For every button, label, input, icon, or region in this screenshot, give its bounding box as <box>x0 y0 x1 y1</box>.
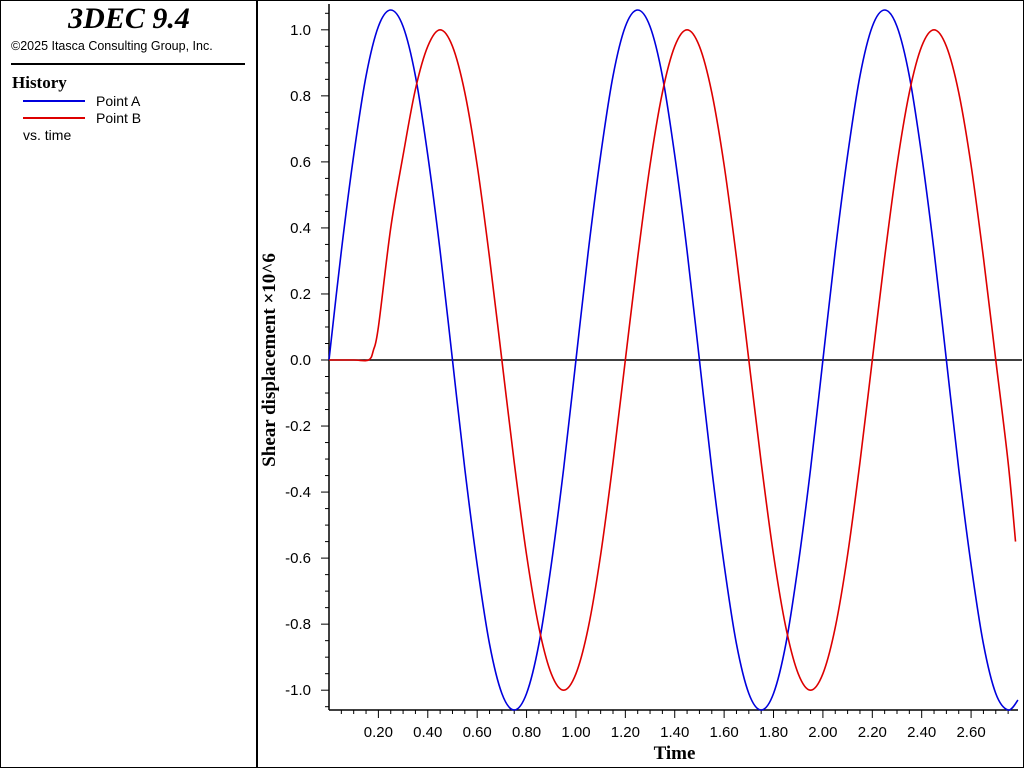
x-tick-label: 2.20 <box>858 724 887 741</box>
x-tick-label: 0.60 <box>463 724 492 741</box>
y-tick-label: -0.6 <box>285 550 311 567</box>
x-tick-label: 2.60 <box>956 724 985 741</box>
y-tick-label: -0.2 <box>285 418 311 435</box>
vs-time-label: vs. time <box>23 127 72 143</box>
y-axis-title: Shear displacement ×10^6 <box>259 253 280 467</box>
history-title: History <box>12 73 67 92</box>
legend-label-point-b: Point B <box>96 110 142 126</box>
y-tick-label: 0.8 <box>290 88 311 105</box>
legend-panel: 3DEC 9.4 ©2025 Itasca Consulting Group, … <box>1 1 256 767</box>
y-tick-label: 1.0 <box>290 22 311 39</box>
y-tick-label: 0.0 <box>290 352 311 369</box>
series-line-point-b <box>329 29 1017 691</box>
y-tick-label: 0.2 <box>290 286 311 303</box>
header-separator <box>11 63 245 65</box>
y-tick-label: -1.0 <box>285 682 311 699</box>
series-line-point-a <box>328 9 1019 711</box>
x-tick-label: 1.00 <box>561 724 590 741</box>
copyright-text: ©2025 Itasca Consulting Group, Inc. <box>11 39 213 53</box>
x-tick-label: 1.60 <box>710 724 739 741</box>
app-title: 3DEC 9.4 <box>68 2 190 35</box>
y-tick-label: 0.4 <box>290 220 311 237</box>
y-tick-label: 0.6 <box>290 154 311 171</box>
x-axis-title: Time <box>654 743 696 764</box>
legend-label-point-a: Point A <box>96 93 141 109</box>
x-tick-label: 0.80 <box>512 724 541 741</box>
x-tick-label: 2.40 <box>907 724 936 741</box>
panel-divider <box>256 0 258 768</box>
x-tick-label: 0.40 <box>413 724 442 741</box>
x-tick-label: 0.20 <box>364 724 393 741</box>
x-tick-label: 1.20 <box>611 724 640 741</box>
legend-item-point-b: Point B <box>23 110 141 126</box>
legend-swatch-point-b <box>23 117 85 119</box>
y-tick-label: -0.8 <box>285 616 311 633</box>
legend-swatch-point-a <box>23 100 85 102</box>
x-tick-label: 1.40 <box>660 724 689 741</box>
y-tick-label: -0.4 <box>285 484 311 501</box>
x-tick-label: 2.00 <box>808 724 837 741</box>
x-tick-label: 1.80 <box>759 724 788 741</box>
legend-item-point-a: Point A <box>23 93 140 109</box>
